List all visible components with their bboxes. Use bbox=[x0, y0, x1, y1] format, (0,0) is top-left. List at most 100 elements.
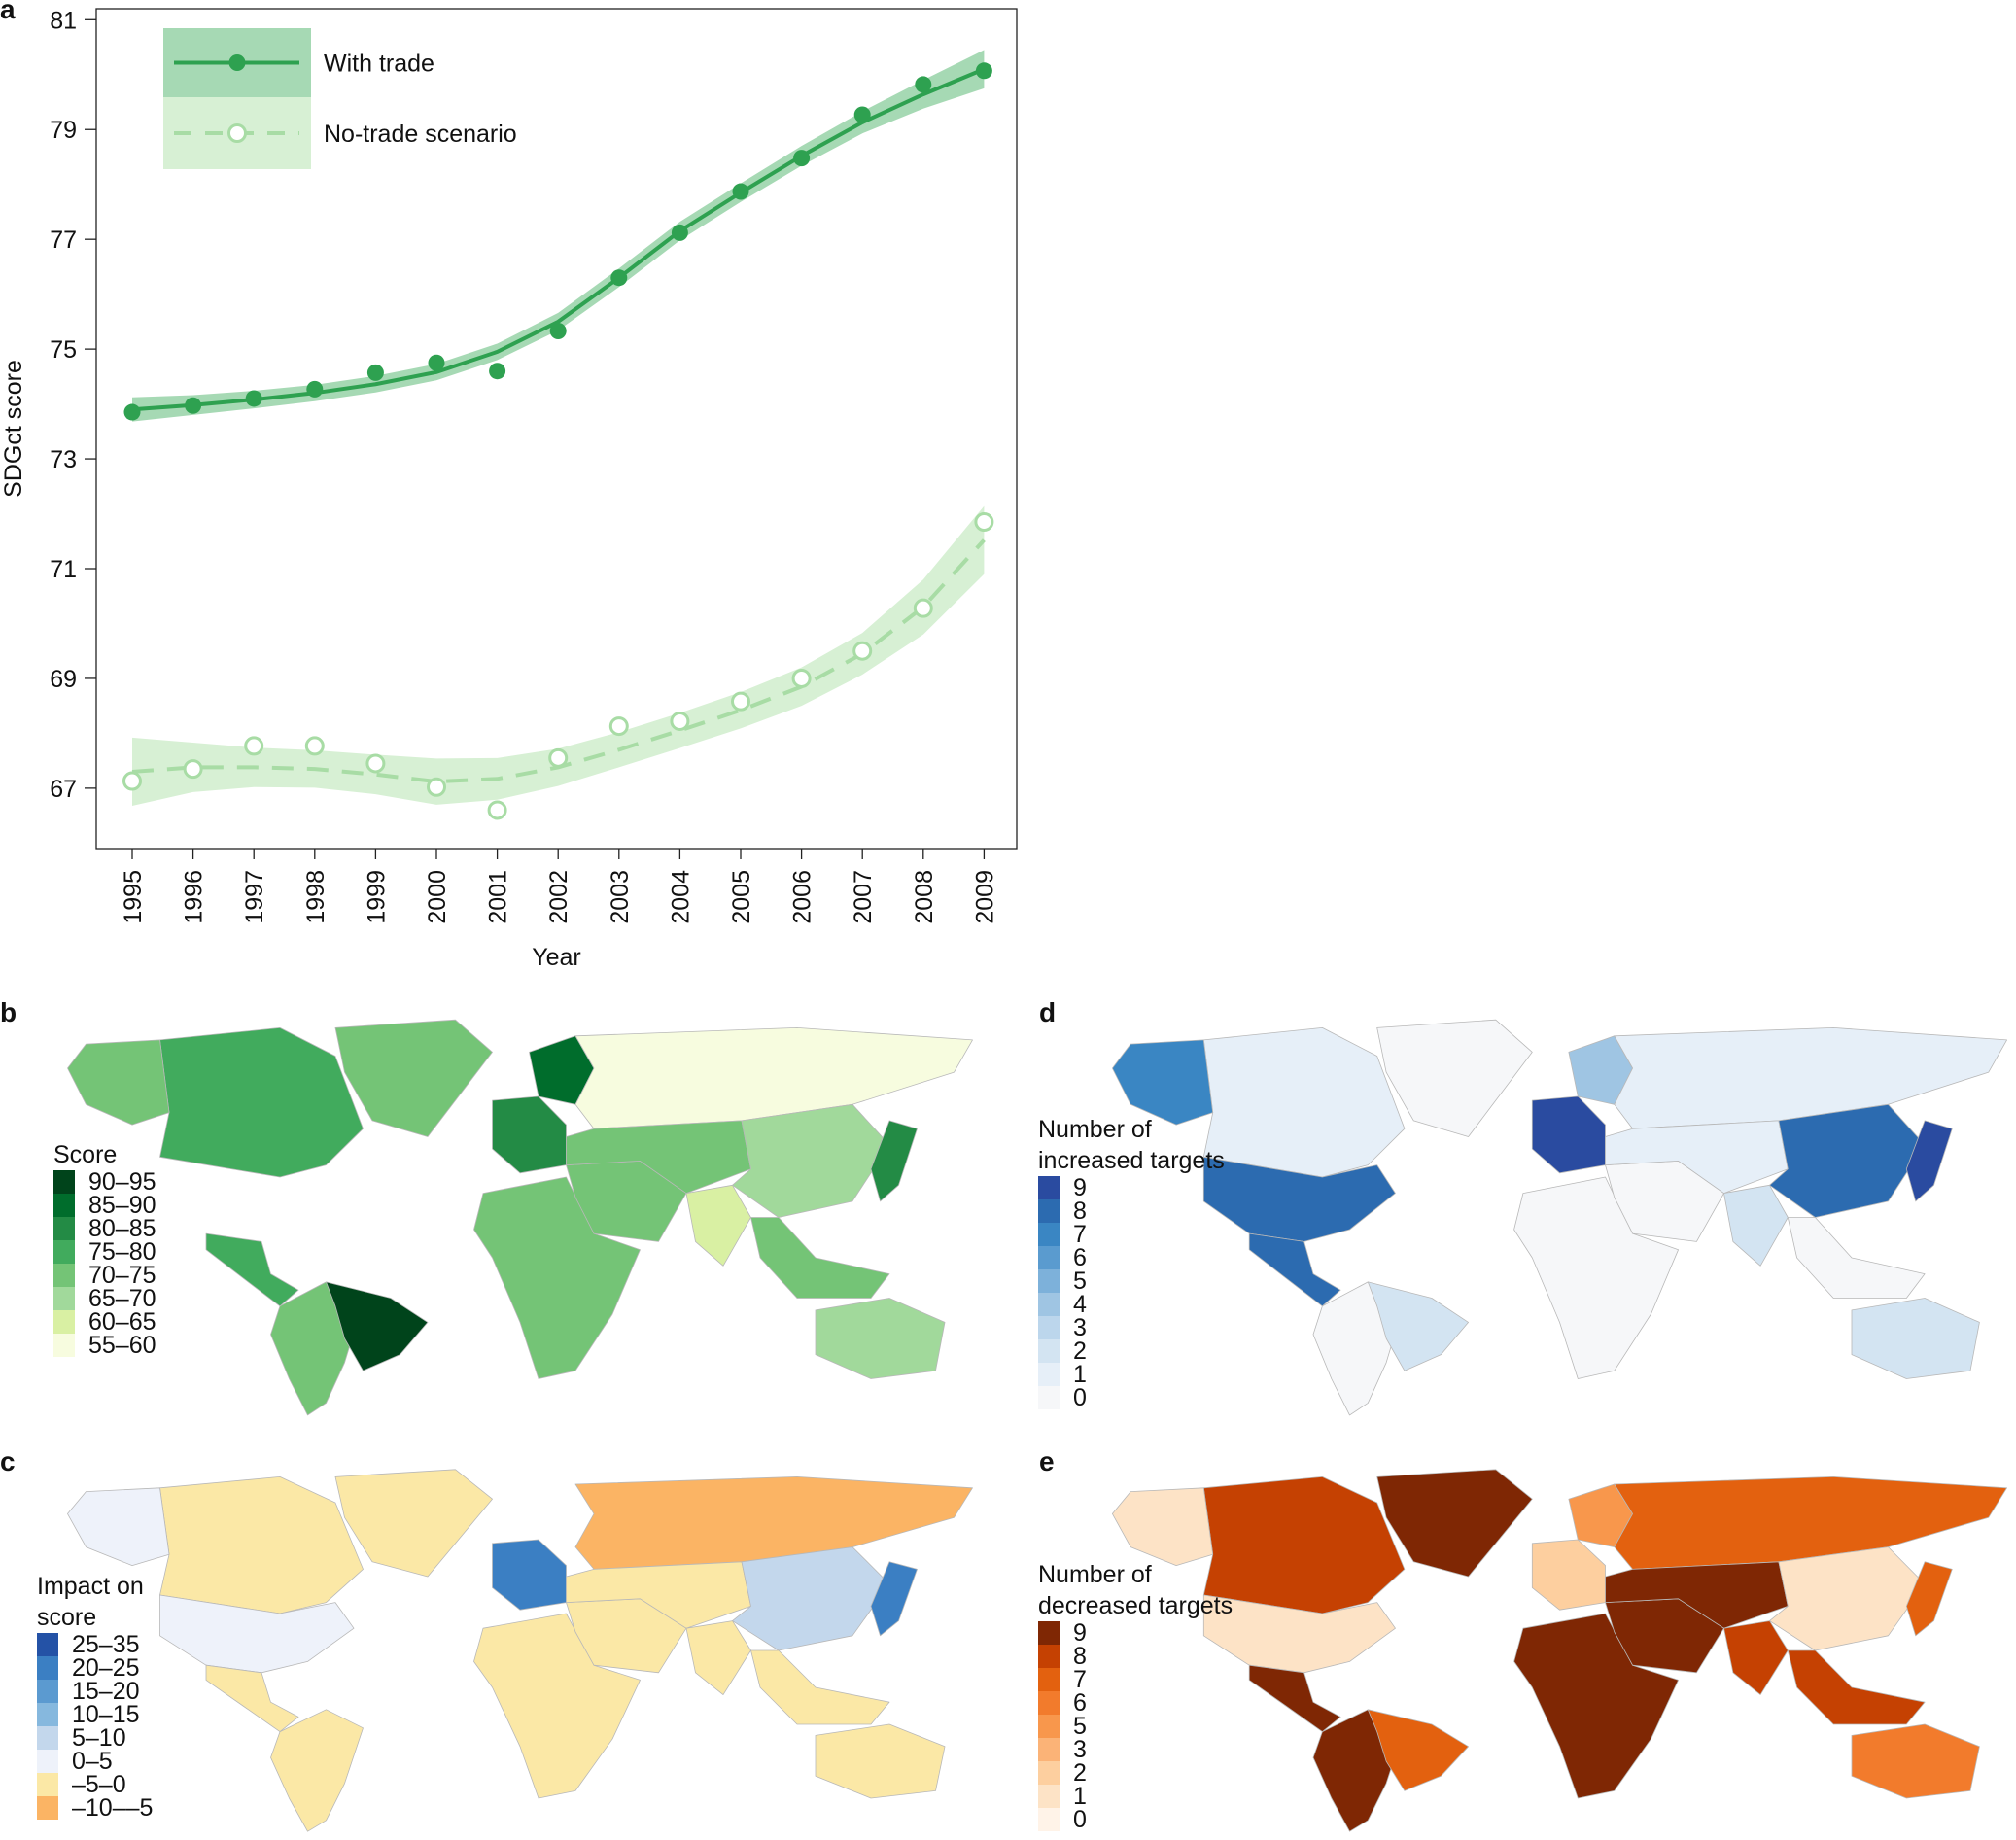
legend-swatch bbox=[53, 1217, 75, 1240]
region-greenland bbox=[1376, 1469, 1533, 1578]
legend-bin-label: –5–0 bbox=[72, 1770, 126, 1798]
region-australia bbox=[1851, 1723, 1980, 1799]
legend-bin-label: 0 bbox=[1073, 1383, 1087, 1411]
region-alaska bbox=[67, 1039, 170, 1126]
legend-row: 70–75 bbox=[53, 1262, 156, 1289]
legend-swatch bbox=[1038, 1316, 1060, 1339]
legend-row: 9 bbox=[1038, 1618, 1233, 1647]
point-no-trade-2000 bbox=[427, 777, 446, 797]
legend-swatch bbox=[1038, 1176, 1060, 1199]
point-no-trade-2006 bbox=[791, 668, 812, 688]
legend-row: 1 bbox=[1038, 1360, 1225, 1388]
legend-bin-label: 7 bbox=[1073, 1220, 1087, 1248]
legend-bin-label: 80–85 bbox=[88, 1214, 156, 1242]
legend-bin-label: 3 bbox=[1073, 1735, 1087, 1763]
legend-bin-label: 9 bbox=[1073, 1173, 1087, 1201]
region-alaska bbox=[67, 1487, 170, 1566]
point-with-trade-2004 bbox=[671, 224, 688, 241]
legend-row: 20–25 bbox=[37, 1653, 153, 1682]
region-alaska bbox=[1111, 1039, 1214, 1126]
legend-bin-label: 5 bbox=[1073, 1267, 1087, 1295]
region-russia bbox=[1614, 1026, 2007, 1129]
legend-swatch bbox=[53, 1194, 75, 1217]
legend-title-line: increased targets bbox=[1038, 1147, 1225, 1174]
map-panel-d bbox=[1103, 1016, 2016, 1419]
legend-swatch bbox=[1038, 1339, 1060, 1363]
legend-swatch bbox=[1038, 1621, 1060, 1645]
world-map-decreased bbox=[1111, 1469, 2007, 1832]
legend-swatch bbox=[37, 1796, 58, 1820]
legend-decreased: Number of decreased targets 9 8 7 6 5 3 2 1 0 bbox=[1038, 1559, 1233, 1833]
x-tick-label-1998: 1998 bbox=[302, 870, 330, 924]
y-tick-label-81: 81 bbox=[50, 7, 77, 34]
x-tick-label-2007: 2007 bbox=[850, 870, 877, 924]
legend-swatch bbox=[1038, 1269, 1060, 1293]
legend-row: –10––5 bbox=[37, 1794, 153, 1822]
region-japan bbox=[1905, 1120, 1953, 1202]
region-central-america bbox=[205, 1232, 299, 1307]
legend-row: 75–80 bbox=[53, 1237, 156, 1266]
legend-bin-label: 1 bbox=[1073, 1360, 1087, 1388]
region-southeast-asia bbox=[1787, 1217, 1926, 1299]
legend-increased: Number of increased targets 9 8 7 6 5 4 3 2 1 0 bbox=[1038, 1114, 1225, 1411]
x-tick-label-2004: 2004 bbox=[667, 870, 694, 924]
legend-bin-label: 75–80 bbox=[88, 1237, 156, 1266]
legend-row: 5 bbox=[1038, 1712, 1233, 1740]
x-tick-label-2006: 2006 bbox=[789, 870, 817, 924]
region-russia bbox=[574, 1475, 973, 1570]
legend-title-line: Score bbox=[53, 1141, 118, 1168]
legend-bin-label: 20–25 bbox=[72, 1653, 140, 1682]
legend-bin-label: 15–20 bbox=[72, 1677, 140, 1705]
region-central-america bbox=[1248, 1664, 1341, 1733]
legend-row: 60–65 bbox=[53, 1308, 156, 1336]
legend-bin-label: 25–35 bbox=[72, 1630, 140, 1658]
legend-row: 5–10 bbox=[37, 1724, 153, 1752]
region-united-states bbox=[1202, 1156, 1396, 1242]
point-with-trade-2006 bbox=[793, 150, 811, 167]
panel-label-e: e bbox=[1039, 1446, 1055, 1476]
region-central-america bbox=[205, 1664, 299, 1733]
legend-row: 7 bbox=[1038, 1666, 1233, 1693]
region-north-america bbox=[1202, 1026, 1406, 1178]
legend-row: 25–35 bbox=[37, 1630, 153, 1658]
x-tick-label-1997: 1997 bbox=[241, 870, 268, 924]
region-australia bbox=[1851, 1298, 1980, 1379]
x-tick-label-2008: 2008 bbox=[911, 870, 938, 924]
legend-bin-label: 8 bbox=[1073, 1642, 1087, 1670]
legend-score: Score 90–95 85–90 80–85 75–80 70–75 65–70 60–65… bbox=[53, 1139, 156, 1359]
legend-bin-label: 5 bbox=[1073, 1712, 1087, 1740]
legend-swatch bbox=[1038, 1293, 1060, 1316]
line-with-trade bbox=[131, 67, 986, 412]
chart-legend: With trade No-trade scenario bbox=[163, 28, 517, 169]
plot-frame bbox=[95, 8, 1018, 850]
legend-swatch bbox=[1038, 1808, 1060, 1831]
legend-swatch bbox=[1038, 1761, 1060, 1785]
legend-swatch bbox=[53, 1334, 75, 1357]
region-north-america bbox=[1202, 1475, 1406, 1614]
region-japan bbox=[870, 1120, 918, 1202]
legend-bin-label: 9 bbox=[1073, 1618, 1087, 1647]
panel-label-c: c bbox=[0, 1446, 16, 1476]
region-australia bbox=[815, 1298, 946, 1379]
x-tick-label-2005: 2005 bbox=[728, 870, 755, 924]
region-south-america bbox=[270, 1709, 364, 1832]
x-tick-label-2002: 2002 bbox=[545, 870, 573, 924]
y-tick-label-75: 75 bbox=[50, 336, 77, 364]
legend-swatch bbox=[53, 1170, 75, 1194]
legend-row: 8 bbox=[1038, 1197, 1225, 1225]
point-no-trade-2007 bbox=[852, 641, 873, 661]
legend-row: 55–60 bbox=[53, 1332, 156, 1359]
region-western-europe bbox=[492, 1539, 567, 1611]
point-no-trade-1998 bbox=[304, 736, 325, 756]
legend-row: 3 bbox=[1038, 1735, 1233, 1763]
region-india bbox=[685, 1184, 751, 1267]
chart-axes: 67 69 71 73 75 77 79 81 1995 1996 1997 1998 1999 2000… bbox=[0, 7, 1018, 971]
world-map-score bbox=[67, 1019, 973, 1416]
region-central-america bbox=[1248, 1232, 1341, 1307]
map-panel-b bbox=[58, 1016, 982, 1419]
panel-label-b: b bbox=[0, 997, 17, 1027]
region-russia bbox=[574, 1026, 973, 1129]
legend-bin-label: 8 bbox=[1073, 1197, 1087, 1225]
region-greenland bbox=[334, 1469, 493, 1578]
region-western-europe bbox=[1531, 1539, 1606, 1611]
